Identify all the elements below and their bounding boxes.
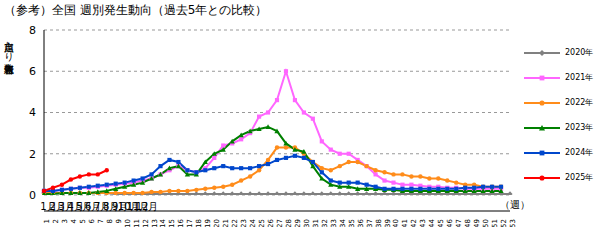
svg-text:10: 10 (124, 219, 132, 227)
html-text:2024年: 2024年 (565, 148, 594, 157)
svg-text:15: 15 (168, 219, 176, 227)
svg-text:8: 8 (29, 24, 36, 37)
svg-text:7: 7 (97, 219, 105, 223)
svg-text:13: 13 (151, 219, 159, 227)
html-text:2022年: 2022年 (565, 98, 594, 107)
svg-text:49: 49 (473, 219, 481, 227)
svg-text:45: 45 (437, 219, 445, 227)
svg-text:12月: 12月 (136, 201, 159, 212)
svg-text:34: 34 (339, 218, 347, 227)
html-text:（週）: （週） (500, 199, 530, 210)
svg-text:31: 31 (312, 219, 320, 227)
svg-text:14: 14 (159, 218, 167, 227)
svg-text:9: 9 (115, 219, 123, 223)
svg-text:50: 50 (482, 219, 490, 227)
svg-text:16: 16 (177, 218, 185, 227)
svg-text:27: 27 (276, 219, 284, 227)
html-text:2025年: 2025年 (565, 173, 594, 182)
svg-text:21: 21 (222, 219, 230, 227)
svg-text:2: 2 (29, 148, 36, 161)
svg-text:40: 40 (392, 219, 400, 227)
svg-text:6: 6 (88, 218, 96, 223)
svg-text:2: 2 (52, 219, 60, 223)
svg-text:30: 30 (303, 219, 311, 227)
svg-text:39: 39 (384, 219, 392, 227)
svg-text:26: 26 (267, 218, 275, 227)
svg-text:36: 36 (357, 218, 365, 227)
svg-text:1: 1 (43, 219, 51, 223)
svg-text:41: 41 (401, 219, 409, 227)
html-text:2021年: 2021年 (565, 73, 594, 82)
svg-text:28: 28 (285, 219, 293, 227)
html-text:2023年: 2023年 (565, 123, 594, 132)
svg-text:52: 52 (500, 219, 508, 227)
svg-text:53: 53 (509, 219, 516, 227)
svg-text:48: 48 (464, 219, 472, 227)
svg-text:19: 19 (204, 219, 212, 227)
svg-text:4: 4 (70, 218, 78, 223)
svg-text:17: 17 (186, 219, 194, 227)
svg-text:4: 4 (29, 106, 36, 119)
svg-text:38: 38 (375, 219, 383, 227)
svg-text:29: 29 (294, 219, 302, 227)
svg-text:51: 51 (491, 219, 499, 227)
svg-text:47: 47 (455, 219, 463, 227)
svg-text:32: 32 (321, 219, 329, 227)
html-text:2020年: 2020年 (565, 48, 594, 57)
svg-text:46: 46 (446, 218, 454, 227)
svg-text:35: 35 (348, 219, 356, 227)
svg-text:25: 25 (258, 219, 266, 227)
svg-text:8: 8 (106, 219, 114, 223)
svg-text:0: 0 (29, 189, 36, 202)
html-text:定点当たり患者報告数: 定点当たり患者報告数 (3, 34, 14, 56)
svg-text:24: 24 (249, 218, 257, 227)
svg-text:5: 5 (79, 219, 87, 223)
svg-text:6: 6 (29, 65, 36, 78)
svg-text:43: 43 (419, 219, 427, 227)
svg-text:37: 37 (366, 219, 374, 227)
svg-text:23: 23 (240, 219, 248, 227)
svg-text:20: 20 (213, 219, 221, 227)
svg-text:22: 22 (231, 219, 239, 227)
svg-text:44: 44 (428, 218, 436, 227)
svg-text:33: 33 (330, 219, 338, 227)
html-text:（参考）全国 週別発生動向（過去5年との比較）: （参考）全国 週別発生動向（過去5年との比較） (4, 3, 268, 17)
svg-text:18: 18 (195, 219, 203, 227)
svg-text:11: 11 (133, 219, 141, 227)
svg-text:3: 3 (61, 219, 69, 223)
svg-text:12: 12 (142, 219, 150, 227)
svg-text:42: 42 (410, 219, 418, 227)
